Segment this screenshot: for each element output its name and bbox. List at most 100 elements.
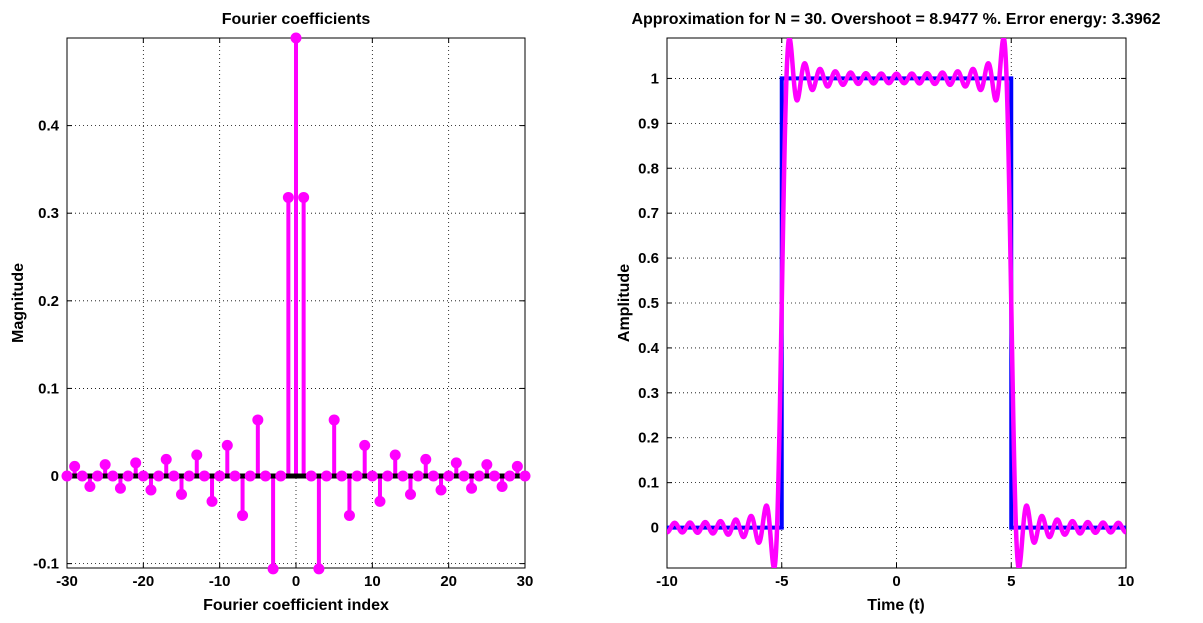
x-tick-label: -30 [56, 573, 78, 590]
x-tick-label: 30 [517, 573, 534, 590]
coefficient-marker [366, 470, 378, 482]
coefficient-marker [92, 470, 104, 482]
y-tick-label: 0.8 [638, 160, 659, 177]
coefficient-marker [511, 460, 523, 472]
x-tick-label: -10 [209, 573, 231, 590]
coefficient-marker [336, 470, 348, 482]
coefficient-marker [84, 481, 96, 493]
x-tick-label: 0 [292, 573, 300, 590]
coefficient-marker [504, 470, 516, 482]
coefficient-marker [488, 470, 500, 482]
coefficient-marker [267, 563, 279, 575]
coefficient-marker [183, 470, 195, 482]
coefficient-marker [114, 482, 126, 494]
coefficient-marker [374, 495, 386, 507]
approximation-ticks: -10 -5 0 5 10 0 0.1 0.2 0.3 0.4 0.5 0.6 0.7 0.8 0.9 1 [638, 38, 1134, 590]
coefficients-ticks: -30 -20 -10 0 10 20 30 -0.1 0 0.1 0.2 0.3 0.4 [33, 38, 533, 590]
coefficient-marker [221, 439, 233, 451]
coefficient-marker [435, 484, 447, 496]
coefficient-marker [397, 470, 409, 482]
coefficient-marker [176, 488, 187, 500]
approximation-xlabel: Time (t) [867, 597, 924, 614]
coefficient-marker [466, 482, 478, 494]
coefficient-marker [145, 484, 157, 496]
approximation-marks [667, 38, 1126, 568]
coefficient-marker [382, 470, 394, 482]
coefficient-marker [244, 470, 256, 482]
coefficient-marker [290, 32, 302, 44]
coefficient-marker [427, 470, 439, 482]
y-tick-label: 0.3 [638, 385, 659, 402]
coefficients-ylabel: Magnitude [10, 263, 27, 343]
coefficient-marker [458, 470, 470, 482]
x-tick-label: 10 [364, 573, 381, 590]
coefficient-marker [160, 453, 172, 465]
coefficient-marker [481, 459, 493, 471]
y-tick-label: 0.9 [638, 115, 659, 132]
y-tick-label: 0.3 [38, 205, 59, 222]
y-tick-label: 0.2 [638, 430, 659, 447]
coefficient-marker [496, 481, 508, 493]
coefficient-marker [359, 439, 371, 451]
coefficient-marker [313, 563, 325, 575]
coefficient-marker [450, 457, 462, 469]
x-tick-label: 20 [440, 573, 457, 590]
coefficient-marker [519, 470, 531, 482]
x-tick-label: -20 [132, 573, 154, 590]
coefficient-marker [130, 457, 142, 469]
coefficient-marker [153, 470, 165, 482]
coefficient-marker [328, 414, 340, 426]
coefficient-marker [282, 191, 294, 203]
y-tick-label: 0.1 [38, 380, 59, 397]
y-tick-label: 1 [651, 70, 659, 87]
y-tick-label: 0.2 [38, 293, 59, 310]
x-tick-label: -10 [656, 573, 678, 590]
coefficients-marks [61, 32, 531, 575]
y-tick-label: 0.1 [638, 475, 659, 492]
coefficient-marker [137, 470, 149, 482]
coefficient-marker [107, 470, 119, 482]
coefficient-marker [61, 470, 73, 482]
approximation-ylabel: Amplitude [616, 264, 633, 342]
coefficient-marker [122, 470, 134, 482]
y-tick-label: 0.7 [638, 205, 659, 222]
coefficient-marker [405, 488, 416, 500]
y-tick-label: 0.4 [638, 340, 660, 357]
fourier-approximation-line [667, 38, 1126, 568]
coefficient-marker [237, 509, 249, 521]
y-tick-label: 0 [651, 520, 659, 537]
x-tick-label: 10 [1118, 573, 1135, 590]
y-tick-label: 0.5 [638, 295, 659, 312]
coefficient-marker [473, 470, 485, 482]
coefficient-marker [69, 460, 81, 472]
approximation-title: Approximation for N = 30. Overshoot = 8.… [631, 11, 1160, 28]
coefficient-marker [443, 470, 455, 482]
coefficient-marker [420, 453, 432, 465]
coefficient-marker [198, 470, 210, 482]
coefficient-marker [351, 470, 363, 482]
y-tick-label: -0.1 [33, 556, 59, 573]
x-tick-label: -5 [775, 573, 788, 590]
coefficient-marker [343, 509, 355, 521]
coefficient-marker [191, 449, 203, 461]
coefficient-marker [259, 470, 271, 482]
coefficient-marker [76, 470, 88, 482]
coefficient-marker [275, 470, 287, 482]
y-tick-label: 0 [51, 468, 59, 485]
coefficient-marker [229, 470, 241, 482]
coefficients-chart: -30 -20 -10 0 10 20 30 -0.1 0 0.1 0.2 0.3 0.4 Fourie… [10, 11, 533, 614]
coefficient-marker [321, 470, 333, 482]
y-tick-label: 0.4 [38, 118, 60, 135]
coefficient-marker [252, 414, 264, 426]
y-tick-label: 0.6 [638, 250, 659, 267]
coefficients-xlabel: Fourier coefficient index [203, 597, 389, 614]
coefficient-marker [168, 470, 180, 482]
coefficient-marker [305, 470, 317, 482]
coefficient-marker [389, 449, 401, 461]
coefficient-marker [99, 459, 111, 471]
x-tick-label: 5 [1007, 573, 1015, 590]
coefficient-marker [298, 191, 310, 203]
coefficient-marker [206, 495, 218, 507]
approximation-chart: -10 -5 0 5 10 0 0.1 0.2 0.3 0.4 0.5 0.6 0.7 0.8 0.9 1 A… [616, 11, 1161, 614]
